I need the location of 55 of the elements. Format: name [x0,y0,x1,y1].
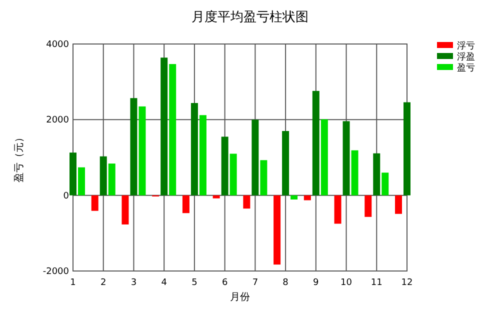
x-tick-label: 7 [252,278,258,288]
bar [70,152,76,196]
bar [138,106,146,196]
bar [351,150,358,196]
bar [78,167,85,196]
bar [190,103,198,196]
legend-label: 盈亏 [457,62,475,74]
bar [320,119,328,196]
bar [364,195,372,217]
bar [274,195,281,265]
bar [404,102,410,196]
bar [312,90,320,196]
x-tick-label: 10 [340,278,352,288]
x-tick-label: 2 [100,278,106,288]
bar [373,153,380,196]
x-tick-label: 12 [401,278,413,288]
y-tick-label: 4000 [46,40,70,50]
bar [382,172,389,196]
y-axis-title: 盈亏（元） [14,132,25,182]
y-tick-label: 2000 [46,116,70,126]
bar [252,120,259,196]
x-axis-title: 月份 [230,292,250,303]
bar [243,195,250,209]
legend-label: 浮亏 [457,40,475,52]
x-tick-label: 9 [313,278,320,288]
bar [260,160,268,196]
chart-title: 月度平均盈亏柱状图 [192,9,308,25]
bar [395,195,402,214]
x-tick-label: 11 [370,278,382,288]
bar [290,195,298,200]
bar [130,98,138,196]
bar [282,131,290,196]
bar [334,195,342,224]
bar [169,64,176,196]
bar [212,195,220,198]
x-tick-label: 5 [192,278,198,288]
x-tick-label: 6 [222,278,228,288]
x-tick-label: 3 [130,278,137,288]
x-tick-label: 1 [70,278,76,288]
bar [182,195,190,214]
bar [304,195,311,200]
bar [108,164,116,196]
x-tick-label: 8 [282,278,289,288]
bar [122,195,129,224]
bar [230,154,237,196]
y-tick-label: 0 [63,191,70,202]
bar [342,121,350,196]
x-tick-label: 4 [161,278,168,288]
y-tick-label: -2000 [42,267,70,277]
bar [199,115,206,196]
legend-label: 浮盈 [457,52,475,62]
bar [221,136,228,196]
bar [100,156,107,196]
bar [160,58,168,196]
bar [91,195,98,211]
